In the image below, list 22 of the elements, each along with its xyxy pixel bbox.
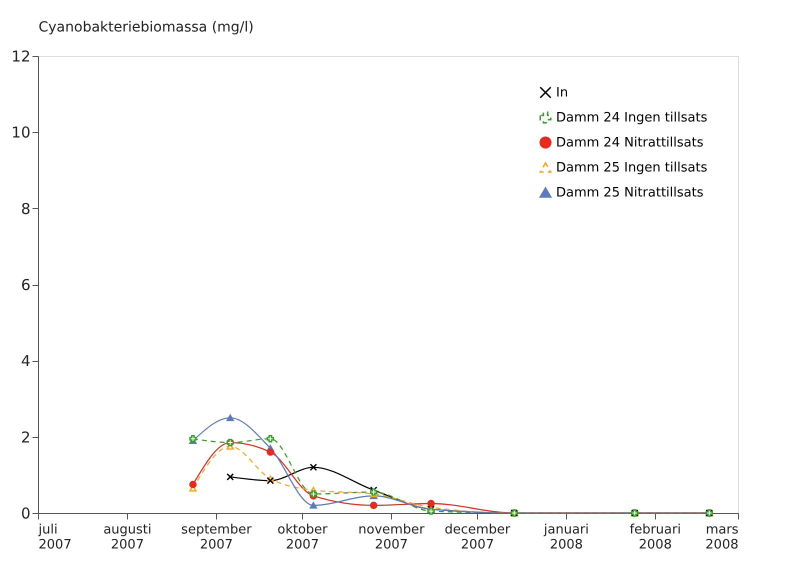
x-tick-label: juli 2007	[38, 522, 72, 552]
y-tick-label: 0	[20, 504, 30, 522]
x-tick-label: december 2007	[444, 522, 511, 552]
x-tick-label: mars 2008	[705, 522, 739, 552]
x-tick-label: januari 2008	[542, 522, 589, 552]
x-tick-label: september 2007	[181, 522, 252, 552]
y-tick-label: 6	[20, 276, 30, 294]
x-tick-label: oktober 2007	[277, 522, 328, 552]
x-tick-label: augusti 2007	[103, 522, 152, 552]
y-tick-label: 8	[20, 200, 30, 218]
legend-label: In	[556, 86, 568, 100]
legend-label: Damm 25 Ingen tillsats	[556, 160, 708, 176]
y-tick-label: 10	[11, 124, 30, 142]
legend-label: Damm 25 Nitrattillsats	[556, 186, 704, 200]
legend-label: Damm 24 Ingen tillsats	[556, 110, 708, 126]
y-axis-title: Cyanobakteriebiomassa (mg/l)	[38, 20, 254, 36]
y-tick-label: 4	[20, 352, 30, 370]
y-tick-label: 2	[20, 428, 30, 446]
x-tick-label: november 2007	[358, 522, 426, 552]
y-tick-label: 12	[11, 48, 30, 66]
legend-label: Damm 24 Nitrattillsats	[556, 136, 704, 150]
x-tick-label: februari 2008	[630, 522, 681, 552]
